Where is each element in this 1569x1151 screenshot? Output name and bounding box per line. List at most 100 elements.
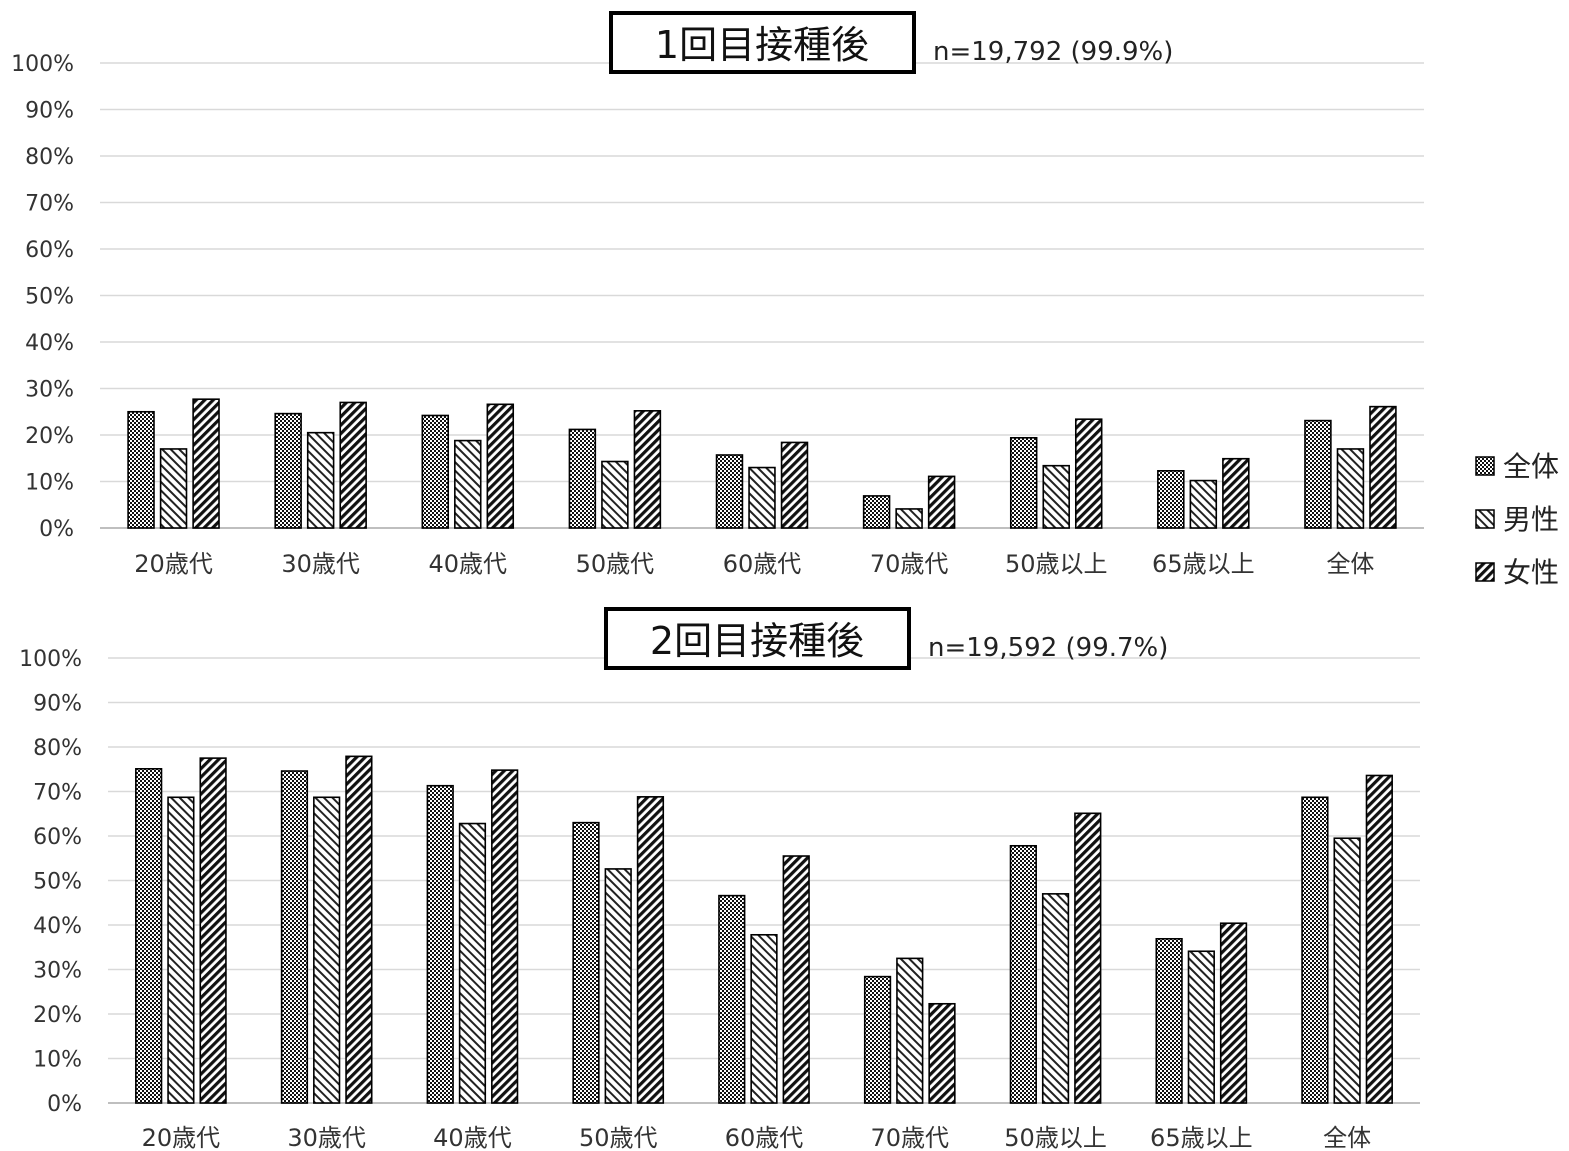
y-tick-label: 50% — [25, 285, 74, 310]
bar-male — [1333, 837, 1361, 1104]
y-tick-label: 0% — [39, 517, 74, 542]
legend-label-male: 男性 — [1503, 503, 1559, 536]
bar-male — [896, 957, 924, 1104]
bar-female — [1222, 457, 1250, 529]
bar-male — [1336, 448, 1365, 529]
bar-total — [135, 768, 163, 1104]
y-tick-label: 40% — [33, 914, 82, 939]
bar-male — [750, 933, 778, 1104]
bar-female — [345, 755, 373, 1104]
bar-male — [306, 431, 335, 529]
bar-male — [601, 460, 629, 529]
bar-male — [1042, 464, 1070, 529]
legend: 全体 男性 女性 — [1475, 450, 1559, 589]
y-tick-label: 10% — [33, 1048, 82, 1073]
bar-total — [1009, 844, 1037, 1104]
bar-female — [782, 855, 810, 1104]
chart-2-title-box — [604, 607, 911, 670]
legend-swatch-total — [1475, 456, 1495, 476]
chart-2: 0% 10% 20% 30% 40% 50% 60% 70% 80% 90% 100% 20歳代 30… — [19, 607, 1420, 1151]
x-category-label: 60歳代 — [723, 550, 802, 578]
bar-female — [636, 796, 665, 1104]
bar-female — [339, 401, 367, 529]
bar-female — [1074, 418, 1103, 529]
bar-male — [1189, 479, 1218, 529]
x-category-label: 65歳以上 — [1152, 550, 1255, 578]
x-category-label: 全体 — [1323, 1124, 1371, 1151]
bar-male — [895, 508, 923, 529]
x-category-label: 60歳代 — [725, 1124, 804, 1151]
y-tick-label: 90% — [33, 692, 82, 717]
bar-total — [863, 975, 892, 1104]
legend-label-female: 女性 — [1503, 556, 1559, 589]
bar-total — [572, 821, 600, 1104]
bar-total — [421, 414, 450, 529]
y-tick-label: 70% — [33, 781, 82, 806]
y-tick-label: 100% — [19, 647, 82, 672]
x-category-label: 40歳代 — [433, 1124, 512, 1151]
bar-total — [862, 495, 891, 529]
y-tick-label: 0% — [47, 1092, 82, 1117]
bar-female — [1219, 922, 1248, 1104]
bar-total — [1301, 796, 1329, 1104]
x-category-label: 50歳以上 — [1004, 1124, 1107, 1151]
bar-male — [159, 448, 188, 529]
bar-male — [167, 796, 195, 1104]
bar-male — [458, 822, 487, 1104]
bar-male — [313, 796, 341, 1104]
x-category-label: 50歳以上 — [1005, 550, 1108, 578]
bar-female — [928, 1002, 956, 1104]
y-tick-label: 90% — [25, 99, 74, 124]
x-category-label: 40歳代 — [429, 550, 508, 578]
y-tick-label: 30% — [25, 378, 74, 403]
chart-1-yticks: 0% 10% 20% 30% 40% 50% 60% 70% 80% 90% 100% — [11, 52, 74, 542]
bar-female — [780, 441, 809, 529]
y-tick-label: 10% — [25, 471, 74, 496]
chart-2-xticks: 20歳代 30歳代 40歳代 50歳代 60歳代 70歳代 50歳以上 65歳以上 全体 — [142, 1124, 1371, 1151]
y-tick-label: 20% — [33, 1003, 82, 1028]
chart-2-title: 2回目接種後 — [650, 619, 864, 663]
chart-1-xticks: 20歳代 30歳代 40歳代 50歳代 60歳代 70歳代 50歳以上 65歳以上 全体 — [134, 550, 1374, 578]
bar-total — [568, 428, 597, 529]
bar-total — [274, 412, 302, 529]
bar-male — [604, 868, 632, 1104]
bar-total — [1155, 937, 1183, 1104]
bar-female — [199, 757, 227, 1104]
y-tick-label: 40% — [25, 331, 74, 356]
bar-total — [426, 784, 454, 1104]
chart-1-bars — [127, 398, 1397, 529]
bar-total — [280, 770, 309, 1104]
legend-swatch-male — [1475, 509, 1495, 529]
bar-total — [127, 410, 155, 529]
y-tick-label: 20% — [25, 424, 74, 449]
legend-swatch-female — [1475, 562, 1495, 582]
bar-total — [718, 894, 746, 1104]
bar-male — [1187, 950, 1215, 1104]
bar-total — [1157, 470, 1185, 529]
x-category-label: 30歳代 — [281, 550, 360, 578]
x-category-label: 20歳代 — [142, 1124, 221, 1151]
bar-male — [748, 466, 776, 529]
chart-2-subtitle: n=19,592 (99.7%) — [928, 633, 1168, 663]
bar-total — [715, 454, 744, 529]
x-category-label: 20歳代 — [134, 550, 213, 578]
bar-female — [486, 403, 515, 529]
x-category-label: 30歳代 — [287, 1124, 366, 1151]
y-tick-label: 60% — [25, 238, 74, 263]
y-tick-label: 50% — [33, 870, 82, 895]
x-category-label: 70歳代 — [871, 1124, 950, 1151]
bar-female — [192, 398, 220, 529]
chart-1-subtitle: n=19,792 (99.9%) — [933, 37, 1173, 67]
y-tick-label: 100% — [11, 52, 74, 77]
x-category-label: 70歳代 — [870, 550, 949, 578]
bar-female — [491, 769, 519, 1104]
bar-female — [1369, 405, 1397, 529]
bar-female — [1365, 774, 1393, 1104]
y-tick-label: 70% — [25, 192, 74, 217]
x-category-label: 50歳代 — [576, 550, 655, 578]
legend-label-total: 全体 — [1503, 450, 1559, 483]
x-category-label: 50歳代 — [579, 1124, 658, 1151]
y-tick-label: 80% — [33, 736, 82, 761]
chart-1-title-box — [609, 11, 916, 74]
